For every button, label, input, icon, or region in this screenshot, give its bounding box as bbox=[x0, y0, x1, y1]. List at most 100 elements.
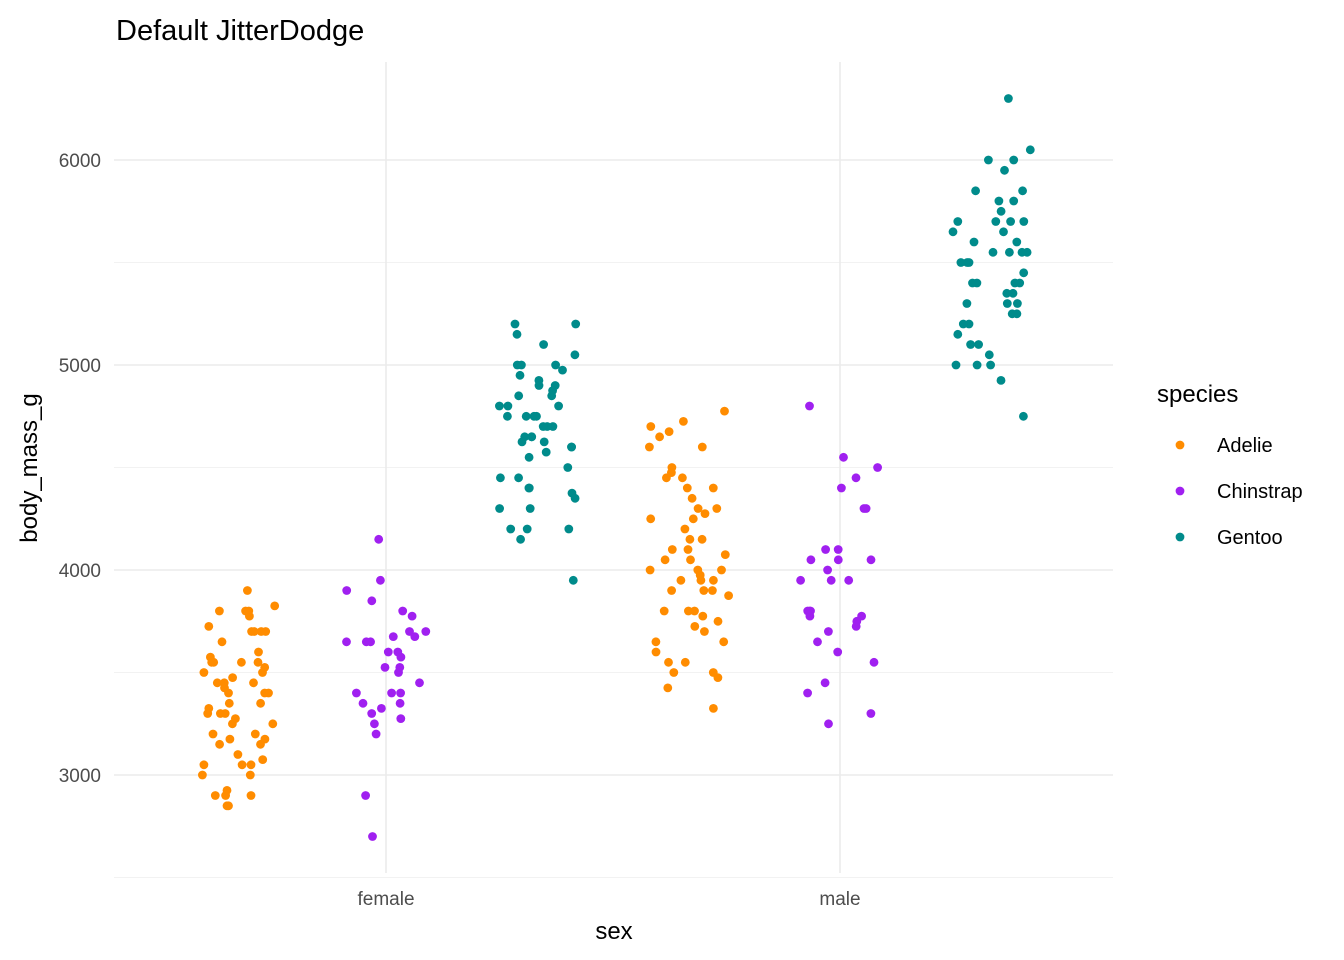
axes: 3000 4000 5000 6000 female male bbox=[59, 151, 861, 910]
data-point-gentoo bbox=[1013, 299, 1022, 308]
data-point-adelie bbox=[680, 657, 690, 667]
data-point-gentoo bbox=[972, 278, 982, 288]
data-point-chinstrap bbox=[859, 504, 869, 513]
data-point-gentoo bbox=[999, 227, 1008, 237]
data-point-gentoo bbox=[570, 493, 580, 503]
y-tick-label: 5000 bbox=[59, 356, 101, 377]
data-point-chinstrap bbox=[837, 483, 846, 493]
data-point-adelie bbox=[662, 473, 671, 483]
data-point-gentoo bbox=[521, 411, 531, 421]
data-point-adelie bbox=[686, 555, 695, 565]
legend-key-adelie bbox=[1175, 440, 1185, 450]
data-point-chinstrap bbox=[844, 575, 854, 585]
data-point-gentoo bbox=[539, 340, 548, 349]
data-point-gentoo bbox=[974, 340, 983, 349]
data-point-adelie bbox=[243, 586, 252, 595]
data-point-chinstrap bbox=[866, 709, 876, 718]
data-point-adelie bbox=[683, 545, 693, 554]
data-point-adelie bbox=[224, 698, 234, 708]
data-point-gentoo bbox=[996, 206, 1006, 216]
data-point-chinstrap bbox=[833, 555, 843, 565]
data-point-adelie bbox=[268, 719, 278, 729]
legend-label-chinstrap: Chinstrap bbox=[1217, 481, 1303, 503]
data-point-chinstrap bbox=[839, 452, 848, 462]
data-point-gentoo bbox=[570, 350, 580, 360]
data-point-adelie bbox=[646, 514, 656, 524]
data-point-chinstrap bbox=[371, 729, 381, 739]
data-point-gentoo bbox=[1008, 288, 1018, 298]
chart-title: Default JitterDodge bbox=[116, 15, 364, 47]
data-point-adelie bbox=[270, 601, 280, 611]
data-point-adelie bbox=[228, 719, 237, 729]
data-point-gentoo bbox=[984, 155, 993, 165]
data-point-gentoo bbox=[514, 391, 524, 401]
data-point-adelie bbox=[709, 704, 718, 713]
data-point-chinstrap bbox=[869, 657, 879, 667]
data-point-chinstrap bbox=[407, 611, 417, 621]
data-point-gentoo bbox=[495, 401, 504, 411]
data-point-chinstrap bbox=[820, 678, 830, 688]
data-point-adelie bbox=[697, 534, 707, 544]
data-point-gentoo bbox=[1009, 196, 1019, 206]
data-point-adelie bbox=[215, 739, 225, 749]
data-point-adelie bbox=[258, 755, 268, 764]
data-point-adelie bbox=[720, 406, 729, 416]
data-point-adelie bbox=[660, 555, 670, 565]
data-point-adelie bbox=[645, 565, 655, 575]
data-point-adelie bbox=[720, 550, 730, 559]
data-point-gentoo bbox=[529, 411, 539, 421]
data-point-chinstrap bbox=[410, 632, 420, 641]
data-point-gentoo bbox=[1007, 309, 1017, 319]
data-point-adelie bbox=[253, 657, 263, 667]
data-point-adelie bbox=[679, 417, 688, 426]
data-point-chinstrap bbox=[367, 596, 377, 606]
data-point-chinstrap bbox=[824, 627, 833, 636]
data-point-gentoo bbox=[1002, 288, 1012, 298]
data-point-gentoo bbox=[551, 360, 560, 370]
data-point-gentoo bbox=[563, 463, 573, 472]
data-point-adelie bbox=[698, 611, 708, 621]
data-point-chinstrap bbox=[387, 688, 396, 698]
data-point-chinstrap bbox=[396, 688, 405, 698]
x-tick-label-male: male bbox=[819, 889, 860, 910]
data-point-adelie bbox=[664, 427, 674, 436]
data-point-adelie bbox=[204, 622, 214, 631]
data-point-gentoo bbox=[994, 196, 1004, 206]
data-point-adelie bbox=[217, 637, 227, 647]
data-point-chinstrap bbox=[851, 473, 861, 483]
data-point-gentoo bbox=[1009, 155, 1019, 165]
data-point-adelie bbox=[244, 606, 254, 616]
data-point-adelie bbox=[690, 622, 700, 631]
y-axis-title: body_mass_g bbox=[16, 393, 43, 542]
data-point-gentoo bbox=[568, 575, 578, 585]
data-point-gentoo bbox=[512, 329, 522, 339]
data-point-gentoo bbox=[514, 473, 523, 483]
data-point-gentoo bbox=[971, 186, 980, 196]
data-point-gentoo bbox=[996, 376, 1006, 385]
data-point-adelie bbox=[663, 683, 673, 693]
data-point-adelie bbox=[212, 678, 222, 688]
data-point-chinstrap bbox=[395, 698, 405, 708]
data-point-adelie bbox=[685, 534, 695, 544]
data-point-adelie bbox=[717, 565, 726, 575]
data-point-gentoo bbox=[986, 360, 995, 370]
data-point-adelie bbox=[713, 616, 723, 626]
data-point-adelie bbox=[245, 770, 255, 780]
data-point-adelie bbox=[676, 575, 686, 585]
data-point-adelie bbox=[697, 442, 707, 452]
data-point-adelie bbox=[693, 504, 703, 513]
data-point-gentoo bbox=[495, 504, 504, 513]
data-point-chinstrap bbox=[823, 565, 832, 575]
data-point-adelie bbox=[682, 483, 692, 493]
data-point-chinstrap bbox=[352, 688, 361, 698]
y-tick-label: 3000 bbox=[59, 766, 101, 787]
data-point-adelie bbox=[696, 575, 706, 585]
data-point-gentoo bbox=[988, 247, 998, 257]
data-point-adelie bbox=[713, 673, 723, 682]
data-point-chinstrap bbox=[803, 688, 812, 698]
data-point-chinstrap bbox=[361, 637, 371, 647]
data-point-chinstrap bbox=[396, 652, 406, 662]
data-point-gentoo bbox=[571, 319, 581, 329]
data-point-gentoo bbox=[1004, 94, 1013, 103]
data-point-adelie bbox=[667, 545, 677, 554]
